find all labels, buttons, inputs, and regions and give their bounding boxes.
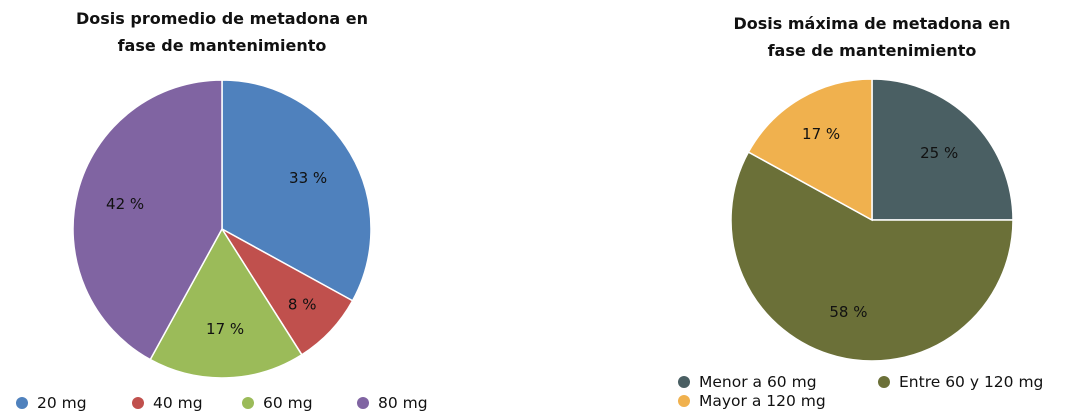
chart-1-legend: 20 mg 40 mg 60 mg 80 mg — [16, 394, 428, 412]
chart-2-legend: Menor a 60 mg Entre 60 y 120 mg Mayor a 12… — [678, 373, 1043, 410]
pie-slice-mayor-a-120-mg — [747, 78, 873, 222]
pie-slice-60-mg — [149, 227, 303, 379]
legend-label-mayor-a-120-mg: Mayor a 120 mg — [699, 392, 826, 410]
legend-marker-menor-a-60-mg — [678, 376, 690, 388]
chart-1-slices — [72, 79, 372, 379]
slice-label-80-mg: 42 % — [106, 195, 144, 213]
slice-label-20-mg: 33 % — [289, 169, 327, 187]
slice-label-mayor-a-120-mg: 17 % — [802, 125, 840, 143]
legend-label-entre-60-y-120-mg: Entre 60 y 120 mg — [899, 373, 1043, 391]
pie-slice-80-mg — [72, 79, 223, 361]
legend-marker-40-mg — [132, 397, 144, 409]
legend-label-20-mg: 20 mg — [37, 394, 87, 412]
pie-slice-menor-a-60-mg — [871, 78, 1014, 221]
legend-label-60-mg: 60 mg — [263, 394, 313, 412]
chart-2-slice-labels: 25 % 58 % 17 % — [802, 125, 958, 321]
chart-1-title-line-2: fase de mantenimiento — [118, 36, 327, 55]
legend-marker-80-mg — [357, 397, 369, 409]
legend-label-menor-a-60-mg: Menor a 60 mg — [699, 373, 817, 391]
slice-label-40-mg: 8 % — [288, 295, 317, 313]
legend-label-40-mg: 40 mg — [153, 394, 203, 412]
chart-2-title-line-1: Dosis máxima de metadona en — [734, 14, 1011, 33]
chart-1-average-dose: Dosis promedio de metadona en fase de ma… — [16, 9, 428, 412]
chart-2-title-line-2: fase de mantenimiento — [768, 41, 977, 60]
legend-marker-entre-60-y-120-mg — [878, 376, 890, 388]
pie-slice-20-mg — [221, 79, 372, 302]
legend-marker-60-mg — [242, 397, 254, 409]
chart-1-slice-labels: 33 % 8 % 17 % 42 % — [106, 169, 327, 338]
slice-label-60-mg: 17 % — [206, 320, 244, 338]
pie-slice-entre-60-y-120-mg — [730, 151, 1014, 362]
legend-marker-mayor-a-120-mg — [678, 395, 690, 407]
chart-2-slices — [730, 78, 1014, 362]
slice-label-entre-60-y-120-mg: 58 % — [829, 303, 867, 321]
chart-2-max-dose: Dosis máxima de metadona en fase de mant… — [678, 14, 1043, 410]
slice-label-menor-a-60-mg: 25 % — [920, 144, 958, 162]
chart-1-title-line-1: Dosis promedio de metadona en — [76, 9, 368, 28]
legend-label-80-mg: 80 mg — [378, 394, 428, 412]
legend-marker-20-mg — [16, 397, 28, 409]
